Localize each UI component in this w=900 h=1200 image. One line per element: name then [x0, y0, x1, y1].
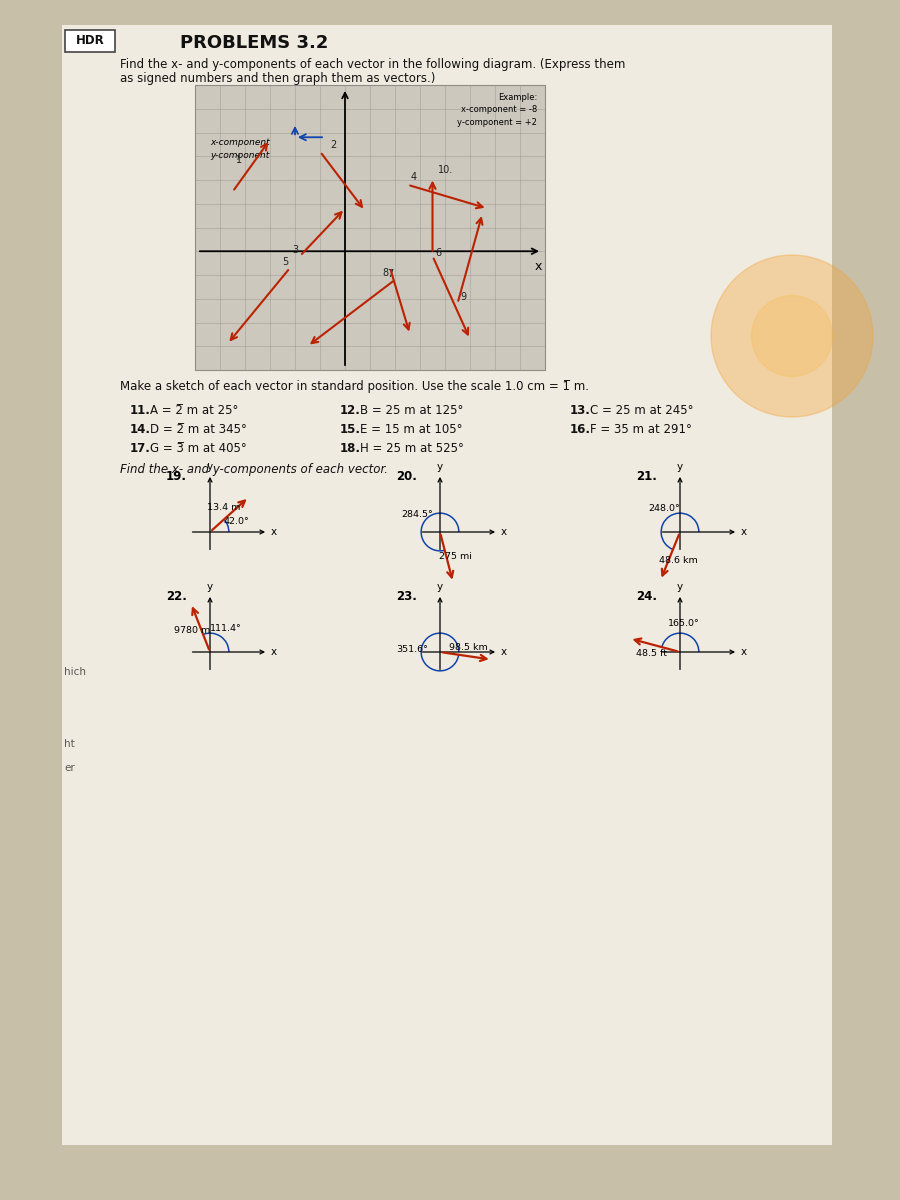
Text: B = 25 m at 125°: B = 25 m at 125°	[360, 404, 464, 416]
Text: x-component: x-component	[210, 138, 270, 146]
Text: A = 2̅ m at 25°: A = 2̅ m at 25°	[150, 404, 238, 416]
Text: x: x	[741, 527, 747, 538]
Text: 165.0°: 165.0°	[668, 619, 699, 629]
Circle shape	[711, 254, 873, 416]
Text: 14.: 14.	[130, 422, 151, 436]
Text: 248.0°: 248.0°	[648, 504, 680, 514]
Bar	[195, 85, 545, 370]
Text: 42.0°: 42.0°	[223, 517, 249, 527]
Text: E = 15 m at 105°: E = 15 m at 105°	[360, 422, 463, 436]
Text: er: er	[64, 763, 75, 773]
Text: Find the x- and y-components of each vector in the following diagram. (Express t: Find the x- and y-components of each vec…	[120, 58, 626, 71]
Text: D = 2̅ m at 345°: D = 2̅ m at 345°	[150, 422, 247, 436]
Text: 15.: 15.	[340, 422, 361, 436]
Text: y: y	[677, 462, 683, 472]
Text: 13.: 13.	[570, 404, 591, 416]
Text: 12.: 12.	[340, 404, 361, 416]
Text: 2: 2	[330, 140, 337, 150]
Text: Example:
x-component = -8
y-component = +2: Example: x-component = -8 y-component = …	[457, 92, 537, 127]
Text: PROBLEMS 3.2: PROBLEMS 3.2	[180, 34, 328, 52]
Text: Make a sketch of each vector in standard position. Use the scale 1.0 cm = 1̅ m.: Make a sketch of each vector in standard…	[120, 380, 589, 392]
Text: 9: 9	[461, 293, 466, 302]
Text: x: x	[501, 527, 507, 538]
Text: as signed numbers and then graph them as vectors.): as signed numbers and then graph them as…	[120, 72, 436, 85]
Text: x: x	[741, 647, 747, 658]
Text: y: y	[207, 462, 213, 472]
Text: C = 25 m at 245°: C = 25 m at 245°	[590, 404, 694, 416]
Text: hich: hich	[64, 667, 86, 677]
Text: 17.: 17.	[130, 442, 151, 455]
Text: 3: 3	[292, 245, 298, 254]
Text: 5: 5	[282, 257, 288, 266]
Text: 98.5 km: 98.5 km	[449, 642, 488, 652]
Bar	[62, 25, 832, 1145]
Text: 16.: 16.	[570, 422, 591, 436]
Text: 19.: 19.	[166, 470, 186, 482]
Text: 6: 6	[436, 248, 442, 258]
Text: 351.6°: 351.6°	[396, 646, 428, 654]
Text: 48.5 ft: 48.5 ft	[636, 649, 667, 658]
Text: 275 mi: 275 mi	[439, 552, 472, 560]
Text: HDR: HDR	[76, 35, 104, 48]
Text: 11.: 11.	[130, 404, 151, 416]
Text: 9780 m: 9780 m	[174, 625, 210, 635]
Text: ht: ht	[64, 739, 75, 749]
Text: 18.: 18.	[340, 442, 361, 455]
Text: 23.: 23.	[396, 590, 417, 602]
Text: 24.: 24.	[635, 590, 657, 602]
Text: 21.: 21.	[635, 470, 657, 482]
Bar	[65, 30, 115, 52]
Text: 22.: 22.	[166, 590, 186, 602]
Text: 10.: 10.	[437, 164, 453, 175]
Text: x: x	[271, 527, 277, 538]
Text: Find the x- and y-components of each vector.: Find the x- and y-components of each vec…	[120, 463, 388, 476]
Text: H = 25 m at 525°: H = 25 m at 525°	[360, 442, 464, 455]
Text: 111.4°: 111.4°	[210, 624, 242, 634]
Text: 1: 1	[236, 155, 241, 166]
Text: 8: 8	[382, 268, 388, 278]
Text: 20.: 20.	[396, 470, 417, 482]
Text: y: y	[207, 582, 213, 592]
Text: x: x	[271, 647, 277, 658]
Text: y: y	[436, 582, 443, 592]
Text: x: x	[535, 260, 542, 274]
Circle shape	[752, 295, 833, 377]
Text: y: y	[436, 462, 443, 472]
Text: F = 35 m at 291°: F = 35 m at 291°	[590, 422, 692, 436]
Text: 48.6 km: 48.6 km	[659, 556, 698, 565]
Text: 13.4 m: 13.4 m	[208, 503, 241, 511]
Text: 4: 4	[410, 172, 417, 181]
Text: 7: 7	[387, 269, 393, 278]
Text: y-component: y-component	[210, 151, 269, 160]
Text: 284.5°: 284.5°	[401, 510, 434, 520]
Text: y: y	[677, 582, 683, 592]
Text: x: x	[501, 647, 507, 658]
Text: G = 3̅ m at 405°: G = 3̅ m at 405°	[150, 442, 247, 455]
